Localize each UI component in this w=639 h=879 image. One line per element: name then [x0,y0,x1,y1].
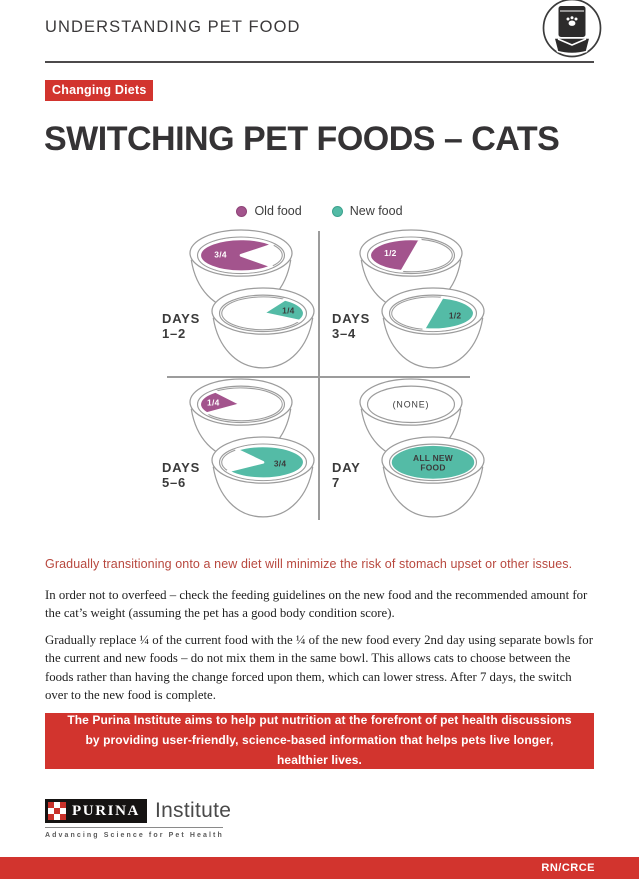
legend-dot-icon [236,205,248,217]
old-food-bowl: 1/4 [189,378,293,460]
bowl-portion-label: (NONE) [393,399,430,409]
bowl-portion-label: 1/4 [207,398,220,408]
transition-diagram: DAYS 1–2 3/4 1/4 DAYS 3–4 1/2 1/2 DAYS 5–6 1/4 3/4 D… [0,225,639,528]
legend-label: New food [349,204,403,218]
diagram-quadrant-days-3-4: DAYS 3–4 1/2 1/2 [330,228,490,376]
body-paragraph: In order not to overfeed – check the fee… [45,588,588,621]
legend-item: New food [331,204,403,218]
document-eyebrow: UNDERSTANDING PET FOOD [45,18,301,36]
purina-logo-bar: PURINA [45,799,147,823]
body-paragraph: Gradually replace ¼ of the current food … [45,633,593,702]
quadrant-day-label: DAYS 5–6 [162,460,201,490]
quadrant-day-label: DAY 7 [332,460,361,490]
diagram-quadrant-day-7: DAY 7 (NONE) ALL NEW FOOD [330,377,490,525]
mission-callout: The Purina Institute aims to help put nu… [45,713,594,769]
purina-institute-logo: PURINA Institute Advancing Science for P… [45,799,231,839]
empty-bowl: (NONE) [359,378,463,460]
new-food-bowl: ALL NEW FOOD [381,436,485,518]
bowl-portion-label: 1/2 [384,248,397,258]
category-badge: Changing Diets [45,80,154,101]
legend-label: Old food [254,204,302,218]
footer-code: RN/CRCE [541,862,595,874]
pet-food-bag-bowl-icon [540,0,604,67]
bowl-portion-label: 1/4 [282,306,295,316]
paw-print-icon [566,16,578,26]
quadrant-day-label: DAYS 3–4 [332,311,371,341]
header-divider [45,61,594,63]
bowl-portion-label: ALL NEW FOOD [413,453,453,473]
diagram-legend: Old food New food [0,204,639,218]
purina-checkerboard-icon [48,802,66,820]
brand-tagline: Advancing Science for Pet Health [45,832,224,839]
new-food-bowl: 3/4 [211,436,315,518]
diagram-quadrant-days-5-6: DAYS 5–6 1/4 3/4 [160,377,320,525]
diagram-horizontal-divider [167,376,470,378]
legend-item: Old food [236,204,302,218]
quadrant-day-label: DAYS 1–2 [162,311,201,341]
institute-wordmark: Institute [154,799,232,822]
page-title: SWITCHING PET FOODS – CATS [44,120,560,158]
old-food-bowl: 1/2 [359,229,463,311]
new-food-bowl: 1/4 [211,287,315,369]
diagram-quadrant-days-1-2: DAYS 1–2 3/4 1/4 [160,228,320,376]
bowl-portion-label: 3/4 [274,459,287,469]
bowl-portion-label: 3/4 [214,249,227,259]
purina-wordmark: PURINA [72,802,140,819]
legend-dot-icon [331,205,343,217]
logo-divider [45,827,223,828]
new-food-bowl: 1/2 [381,287,485,369]
lead-statement: Gradually transitioning onto a new diet … [45,557,573,571]
bowl-portion-label: 1/2 [449,310,462,320]
diagram-vertical-divider [318,231,320,520]
footer-bar: RN/CRCE [0,857,639,879]
